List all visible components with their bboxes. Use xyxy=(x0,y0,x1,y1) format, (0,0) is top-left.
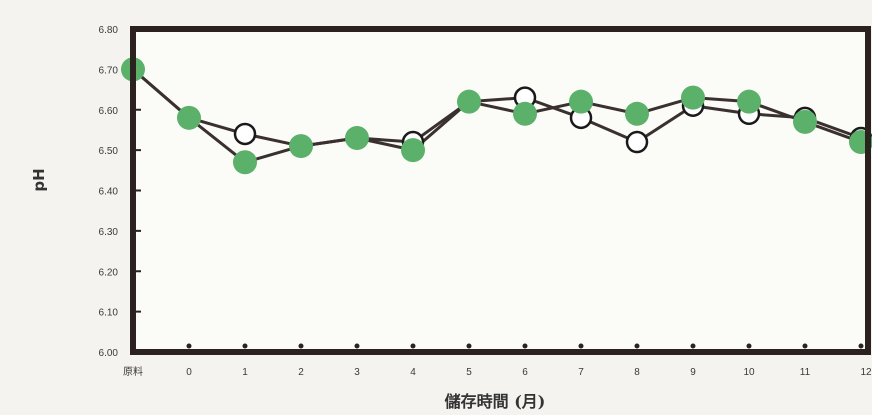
x-tick-mark xyxy=(578,343,584,349)
x-tick-label: 8 xyxy=(634,367,640,378)
series-2-point xyxy=(345,126,369,151)
x-tick-mark xyxy=(466,343,472,349)
x-tick-label: 10 xyxy=(743,367,755,378)
series-2-point xyxy=(625,101,649,126)
x-tick-label: 9 xyxy=(690,367,696,378)
plot-frame xyxy=(130,26,871,355)
x-tick-mark xyxy=(858,343,864,349)
series-2-point xyxy=(681,85,705,110)
y-tick-label: 6.60 xyxy=(99,106,119,117)
x-tick-mark xyxy=(802,343,808,349)
x-tick-mark xyxy=(354,343,360,349)
x-tick-label: 7 xyxy=(578,367,584,378)
series-1-point xyxy=(233,122,257,146)
y-tick-label: 6.10 xyxy=(99,308,119,319)
x-tick-mark xyxy=(746,343,752,349)
series-2-point xyxy=(233,150,257,175)
series-2-point xyxy=(569,89,593,114)
series-2-point xyxy=(513,101,537,126)
x-tick-label: 4 xyxy=(410,367,416,378)
x-tick-label: 12 xyxy=(860,367,872,378)
x-tick-label: 6 xyxy=(522,367,528,378)
x-axis-label: 儲存時間 (月) xyxy=(444,392,546,411)
x-tick-label: 0 xyxy=(186,367,192,378)
x-tick-mark xyxy=(634,343,640,349)
x-tick-label: 11 xyxy=(800,367,811,378)
x-tick-label: 1 xyxy=(242,367,248,378)
y-tick-label: 6.50 xyxy=(99,146,119,157)
y-tick-label: 6.80 xyxy=(99,25,119,36)
x-tick-label: 5 xyxy=(466,367,472,378)
series-2-point xyxy=(289,134,313,159)
y-tick-label: 6.00 xyxy=(99,348,119,359)
series-2-point xyxy=(177,105,201,130)
x-tick-mark xyxy=(242,343,248,349)
series-2-point xyxy=(401,138,425,163)
x-tick-mark xyxy=(522,343,528,349)
series-1-point xyxy=(625,130,649,154)
y-tick-label: 6.70 xyxy=(99,65,119,76)
x-tick-label: 2 xyxy=(298,367,304,378)
x-tick-mark xyxy=(186,343,192,349)
x-tick-mark xyxy=(298,343,304,349)
x-axis-ticks: 原料 0 1 2 3 4 5 6 7 8 9 10 11 12 xyxy=(123,343,872,378)
x-tick-label: 3 xyxy=(354,367,360,378)
series-2-point xyxy=(457,89,481,114)
y-tick-label: 6.40 xyxy=(99,187,119,198)
x-tick-label: 原料 xyxy=(123,365,143,378)
series-2-point xyxy=(737,89,761,114)
y-tick-label: 6.30 xyxy=(99,227,119,238)
y-tick-label: 6.20 xyxy=(99,267,119,278)
y-axis-label: pH xyxy=(30,168,48,191)
plot-area xyxy=(133,29,868,352)
x-tick-mark xyxy=(690,343,696,349)
x-tick-mark xyxy=(410,343,416,349)
series-layer xyxy=(121,57,872,175)
series-2-point xyxy=(793,109,817,134)
